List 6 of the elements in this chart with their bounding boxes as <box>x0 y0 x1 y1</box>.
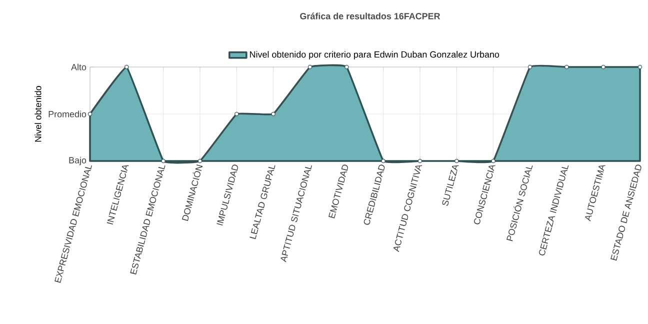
text: Bajo <box>69 156 86 166</box>
text: Promedio <box>48 110 86 118</box>
legend-label: Nivel obtenido por criterio para Edwin Duban Gonzalez Urbano <box>250 51 500 60</box>
y-axis-title: Nivel obtenido <box>34 86 42 142</box>
chart-title: Gráfica de resultados 16FACPER <box>300 12 440 20</box>
text: Alto <box>71 64 86 70</box>
